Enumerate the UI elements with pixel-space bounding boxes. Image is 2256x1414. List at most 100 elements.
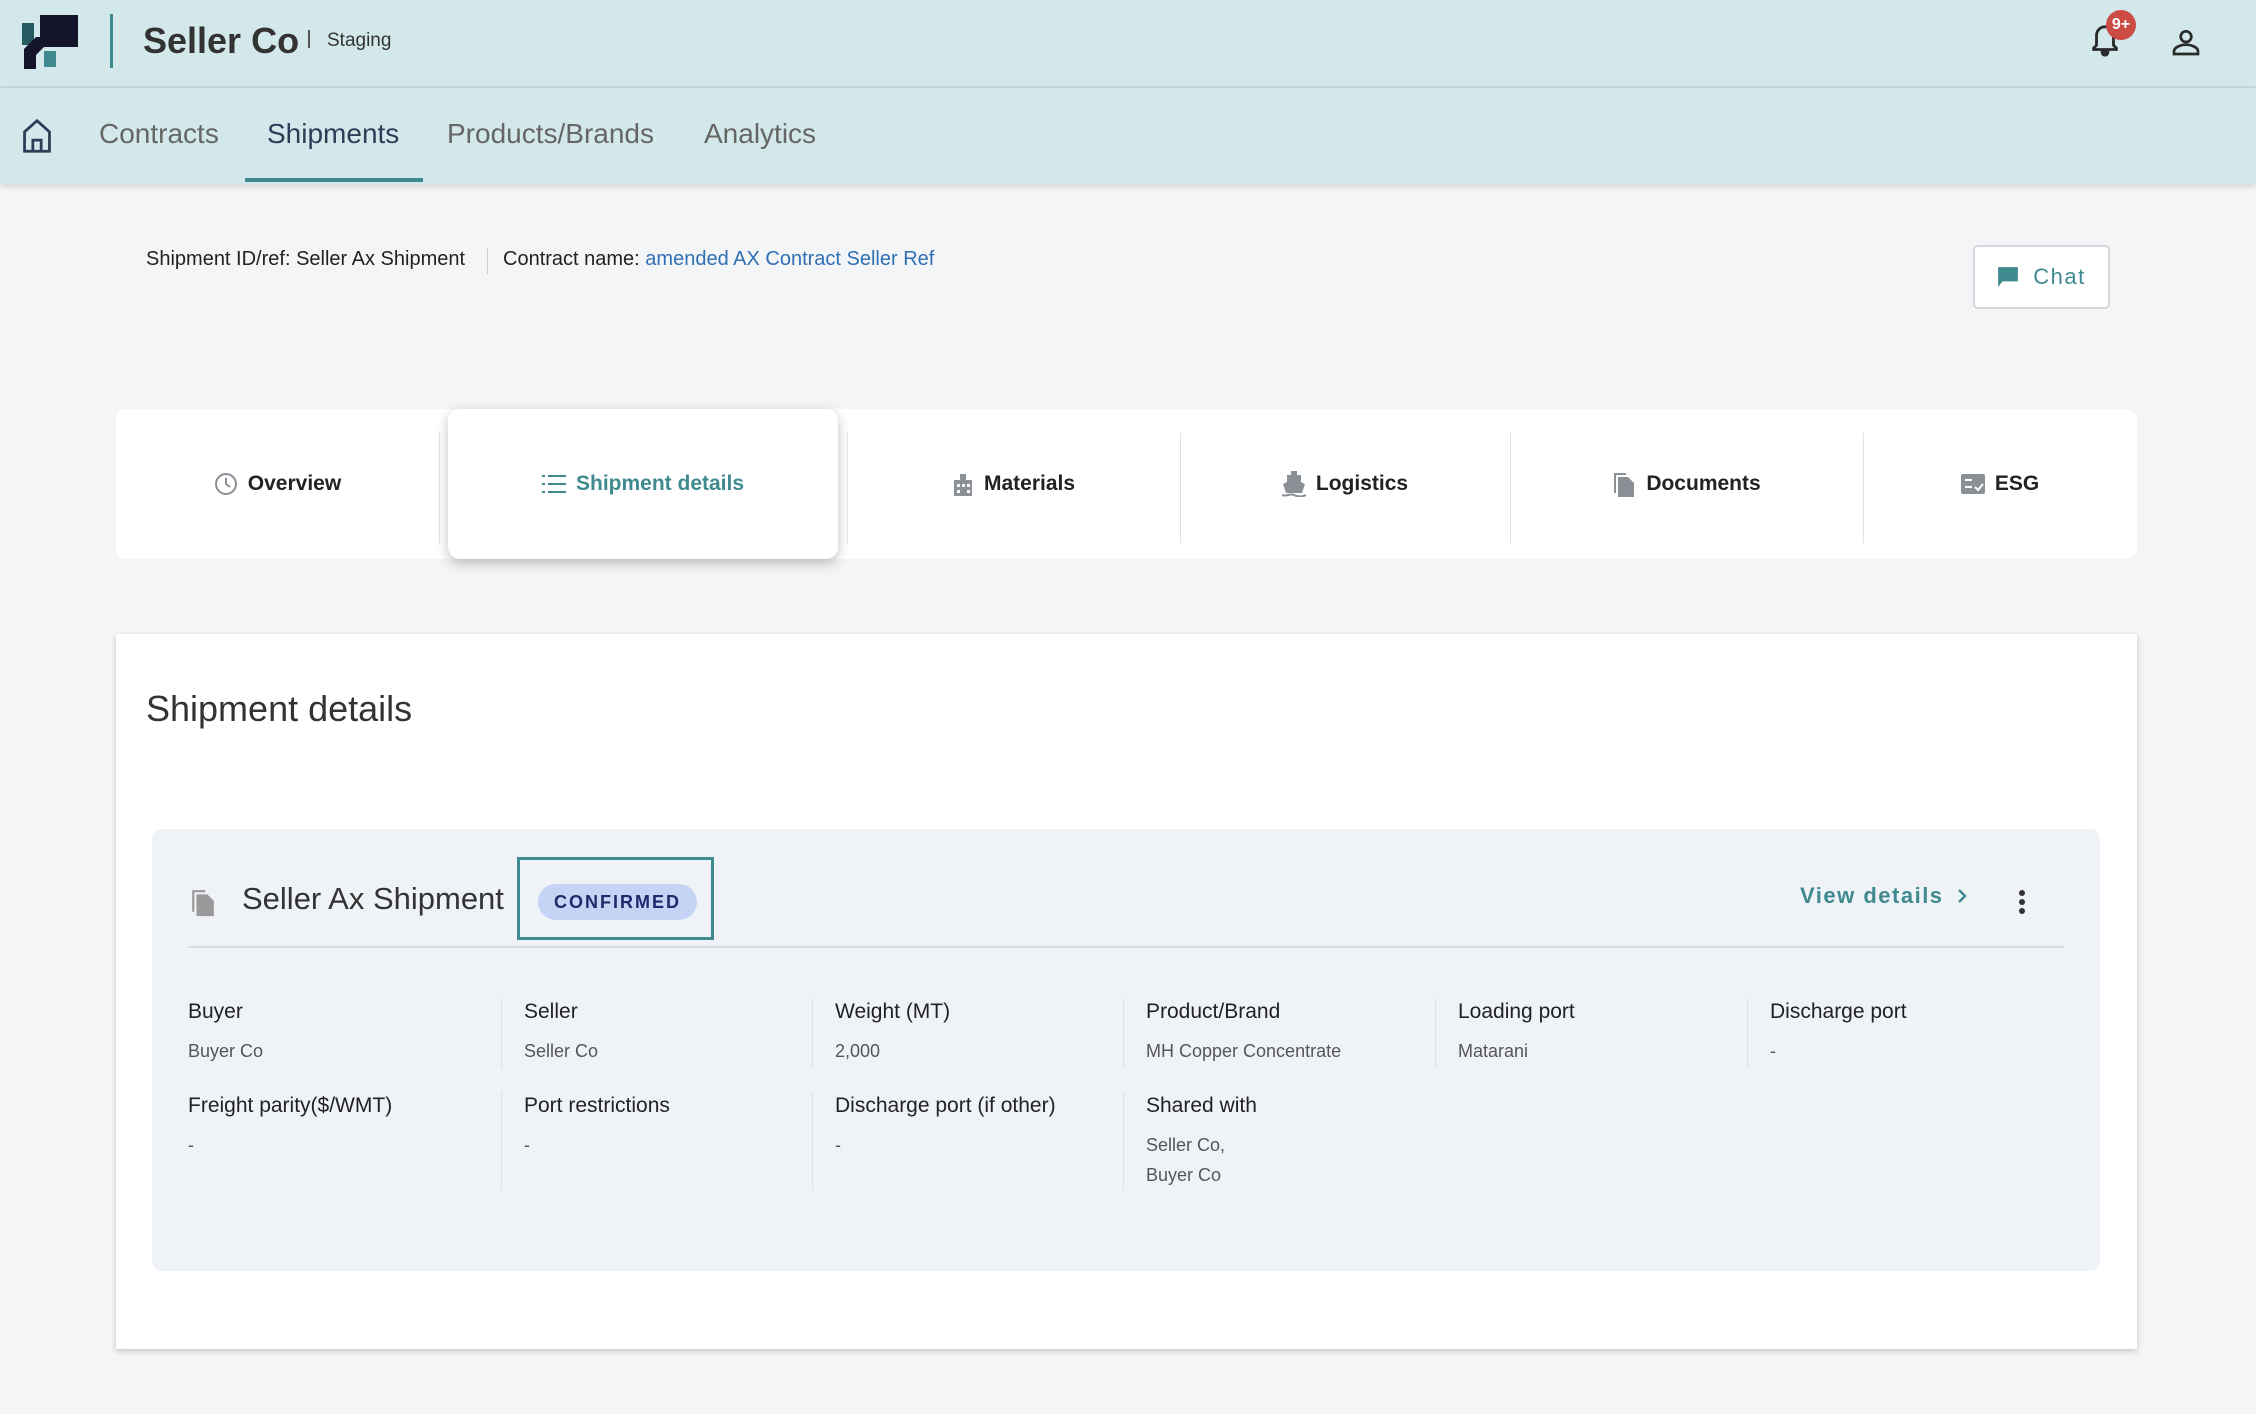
tab-label: ESG xyxy=(1994,472,2040,495)
section-title: Shipment details xyxy=(146,688,413,729)
breadcrumb-divider xyxy=(487,248,488,274)
field-label: Discharge port xyxy=(1770,1000,1907,1023)
view-details-link[interactable]: View details xyxy=(1800,883,1968,909)
list-icon xyxy=(541,475,566,493)
column-divider xyxy=(1123,998,1124,1068)
field-label: Shared with xyxy=(1146,1094,1257,1117)
building-icon xyxy=(953,474,972,496)
field-value-line: Buyer Co xyxy=(188,1041,264,1061)
nav-contracts[interactable]: Contracts xyxy=(99,118,219,149)
field-value-line: Matarani xyxy=(1458,1041,1529,1061)
tab-label: Materials xyxy=(983,472,1076,495)
column-divider xyxy=(1435,998,1436,1068)
tab-label: Overview xyxy=(247,472,342,495)
field-value-line: - xyxy=(188,1135,194,1155)
field-value: - xyxy=(188,1130,194,1160)
contract-name-label: Contract name: xyxy=(503,248,640,270)
shipment-tabs: Overview Shipment details Materials Logi… xyxy=(116,409,2137,559)
nav-analytics[interactable]: Analytics xyxy=(704,118,817,149)
field-value-line: Buyer Co xyxy=(1146,1165,1222,1185)
column-divider xyxy=(812,998,813,1068)
logo-divider xyxy=(110,14,113,68)
field-value: MH Copper Concentrate xyxy=(1146,1036,1341,1066)
tab-divider xyxy=(1863,433,1864,543)
shipment-id-breadcrumb: Shipment ID/ref: Seller Ax Shipment xyxy=(146,248,465,271)
more-options-icon[interactable] xyxy=(2018,889,2026,915)
ship-icon xyxy=(1281,471,1306,497)
status-badge: CONFIRMED xyxy=(538,884,697,920)
chat-label: Chat xyxy=(2033,264,2086,289)
checklist-icon xyxy=(1960,474,1985,494)
tab-materials[interactable]: Materials xyxy=(847,409,1180,559)
field-value: - xyxy=(835,1130,841,1160)
clock-icon xyxy=(214,473,237,495)
main-nav: Contracts Shipments Products/Brands Anal… xyxy=(0,88,2256,184)
shipment-summary-panel: Seller Ax Shipment CONFIRMED View detail… xyxy=(152,829,2100,1271)
tab-label: Shipment details xyxy=(575,472,745,495)
notification-badge: 9+ xyxy=(2106,10,2136,40)
tab-overview[interactable]: Overview xyxy=(116,409,439,559)
column-divider xyxy=(1123,1092,1124,1190)
nav-products-brands[interactable]: Products/Brands xyxy=(447,118,654,149)
chat-button[interactable]: Chat xyxy=(1973,245,2110,309)
documents-icon xyxy=(1614,473,1635,497)
column-divider xyxy=(501,1092,502,1190)
document-icon xyxy=(192,890,214,917)
tab-label: Logistics xyxy=(1315,472,1409,495)
field-value: Seller Co xyxy=(524,1036,598,1066)
shipment-id-value: Seller Ax Shipment xyxy=(296,248,466,270)
company-logo[interactable] xyxy=(22,15,78,69)
home-icon[interactable] xyxy=(20,118,54,154)
column-divider xyxy=(1747,998,1748,1068)
column-divider xyxy=(812,1092,813,1190)
tab-shipment-details[interactable]: Shipment details xyxy=(448,409,838,559)
field-value: 2,000 xyxy=(835,1036,880,1066)
field-label: Weight (MT) xyxy=(835,1000,951,1023)
tab-divider xyxy=(439,433,440,543)
user-icon[interactable] xyxy=(2170,26,2202,58)
shipment-name: Seller Ax Shipment xyxy=(242,881,504,916)
contract-name-link[interactable]: amended AX Contract Seller Ref xyxy=(645,248,935,270)
field-label: Seller xyxy=(524,1000,578,1023)
field-value: Buyer Co xyxy=(188,1036,263,1066)
contract-breadcrumb: Contract name: amended AX Contract Selle… xyxy=(503,248,934,271)
field-value-line: - xyxy=(835,1135,841,1155)
field-label: Port restrictions xyxy=(524,1094,670,1117)
field-value-line: - xyxy=(1770,1041,1776,1061)
field-value: - xyxy=(1770,1036,1776,1066)
chat-icon xyxy=(1998,267,2019,287)
field-value-line: - xyxy=(524,1135,530,1155)
title-divider xyxy=(308,30,310,48)
shipment-id-label: Shipment ID/ref: xyxy=(146,248,291,270)
tab-logistics[interactable]: Logistics xyxy=(1180,409,1510,559)
active-nav-indicator xyxy=(245,178,423,182)
nav-shipments[interactable]: Shipments xyxy=(267,118,400,149)
tab-divider xyxy=(847,433,848,543)
field-value-line: Seller Co xyxy=(524,1041,599,1061)
field-label: Product/Brand xyxy=(1146,1000,1281,1023)
field-value-line: Seller Co, xyxy=(1146,1135,1226,1155)
environment-label: Staging xyxy=(327,30,392,51)
column-divider xyxy=(501,998,502,1068)
field-value-line: MH Copper Concentrate xyxy=(1146,1041,1342,1061)
field-value-line: 2,000 xyxy=(835,1041,881,1061)
field-label: Freight parity($/WMT) xyxy=(188,1094,393,1117)
tab-documents[interactable]: Documents xyxy=(1510,409,1863,559)
field-label: Discharge port (if other) xyxy=(835,1094,1056,1117)
field-value: - xyxy=(524,1130,530,1160)
field-label: Loading port xyxy=(1458,1000,1575,1023)
tab-divider xyxy=(1180,433,1181,543)
notifications-button[interactable]: 9+ xyxy=(2088,10,2136,62)
view-details-label: View details xyxy=(1800,883,1944,908)
tab-esg[interactable]: ESG xyxy=(1863,409,2137,559)
tab-divider xyxy=(1510,433,1511,543)
field-value: Matarani xyxy=(1458,1036,1528,1066)
chevron-right-icon xyxy=(1957,889,1967,903)
tab-label: Documents xyxy=(1646,472,1761,495)
field-label: Buyer xyxy=(188,1000,243,1023)
top-bar: Seller Co Staging 9+ xyxy=(0,0,2256,88)
field-value: Seller Co, Buyer Co xyxy=(1146,1130,1225,1190)
company-name: Seller Co xyxy=(143,20,300,61)
header-divider xyxy=(188,946,2064,948)
status-highlight: CONFIRMED xyxy=(517,857,714,940)
